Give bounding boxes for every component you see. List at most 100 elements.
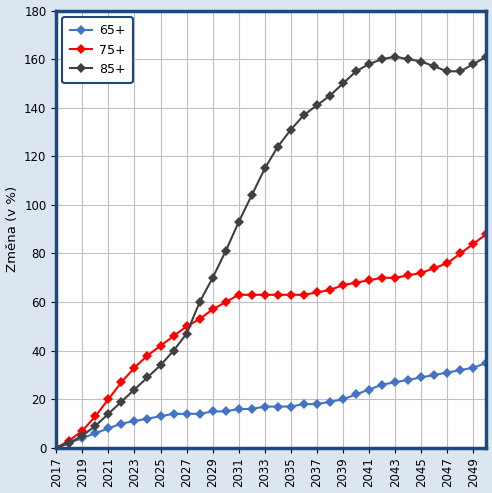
65+ [392, 379, 398, 385]
75+ [171, 333, 177, 339]
75+ [470, 241, 476, 246]
85+ [353, 69, 359, 74]
65+ [249, 406, 255, 412]
85+ [157, 362, 163, 368]
65+ [79, 435, 85, 441]
85+ [405, 56, 411, 62]
Legend: 65+, 75+, 85+: 65+, 75+, 85+ [62, 17, 133, 83]
75+ [366, 277, 372, 283]
65+ [444, 370, 450, 376]
65+ [53, 445, 59, 451]
75+ [379, 275, 385, 281]
75+ [236, 292, 242, 298]
75+ [340, 282, 346, 288]
65+ [197, 411, 203, 417]
65+ [470, 365, 476, 371]
75+ [327, 287, 333, 293]
85+ [131, 387, 137, 392]
65+ [353, 391, 359, 397]
65+ [131, 418, 137, 424]
75+ [418, 270, 424, 276]
Y-axis label: Změna (v %): Změna (v %) [5, 186, 19, 272]
75+ [197, 316, 203, 322]
65+ [105, 425, 111, 431]
75+ [444, 260, 450, 266]
85+ [275, 143, 281, 149]
65+ [366, 387, 372, 392]
65+ [275, 404, 281, 410]
75+ [119, 379, 124, 385]
65+ [379, 382, 385, 387]
85+ [184, 331, 189, 337]
85+ [145, 375, 151, 381]
85+ [210, 275, 215, 281]
85+ [53, 445, 59, 451]
85+ [392, 54, 398, 60]
75+ [353, 280, 359, 285]
85+ [470, 61, 476, 67]
75+ [66, 438, 72, 444]
65+ [223, 408, 229, 414]
Line: 85+: 85+ [53, 53, 490, 451]
65+ [405, 377, 411, 383]
85+ [119, 399, 124, 405]
75+ [431, 265, 437, 271]
85+ [223, 248, 229, 254]
75+ [145, 352, 151, 358]
85+ [340, 80, 346, 86]
85+ [92, 423, 98, 429]
65+ [119, 421, 124, 426]
85+ [249, 192, 255, 198]
85+ [314, 103, 320, 108]
85+ [197, 299, 203, 305]
85+ [288, 127, 294, 133]
75+ [275, 292, 281, 298]
75+ [458, 250, 463, 256]
65+ [171, 411, 177, 417]
85+ [66, 440, 72, 446]
75+ [249, 292, 255, 298]
85+ [236, 219, 242, 225]
65+ [210, 408, 215, 414]
85+ [105, 411, 111, 417]
65+ [66, 440, 72, 446]
85+ [431, 64, 437, 70]
85+ [458, 69, 463, 74]
65+ [484, 360, 490, 366]
75+ [223, 299, 229, 305]
65+ [184, 411, 189, 417]
85+ [366, 61, 372, 67]
75+ [392, 275, 398, 281]
65+ [301, 401, 307, 407]
65+ [145, 416, 151, 422]
75+ [301, 292, 307, 298]
65+ [157, 413, 163, 419]
75+ [484, 231, 490, 237]
85+ [379, 56, 385, 62]
75+ [314, 289, 320, 295]
85+ [444, 69, 450, 74]
85+ [327, 93, 333, 99]
85+ [484, 54, 490, 60]
75+ [131, 365, 137, 371]
85+ [262, 166, 268, 172]
65+ [236, 406, 242, 412]
Line: 75+: 75+ [53, 231, 490, 451]
65+ [288, 404, 294, 410]
65+ [431, 372, 437, 378]
75+ [405, 273, 411, 279]
85+ [418, 59, 424, 65]
65+ [92, 430, 98, 436]
75+ [92, 413, 98, 419]
85+ [171, 348, 177, 353]
65+ [262, 404, 268, 410]
75+ [262, 292, 268, 298]
75+ [184, 323, 189, 329]
75+ [53, 445, 59, 451]
85+ [79, 433, 85, 439]
75+ [210, 307, 215, 313]
75+ [105, 396, 111, 402]
65+ [327, 399, 333, 405]
75+ [288, 292, 294, 298]
65+ [418, 375, 424, 381]
